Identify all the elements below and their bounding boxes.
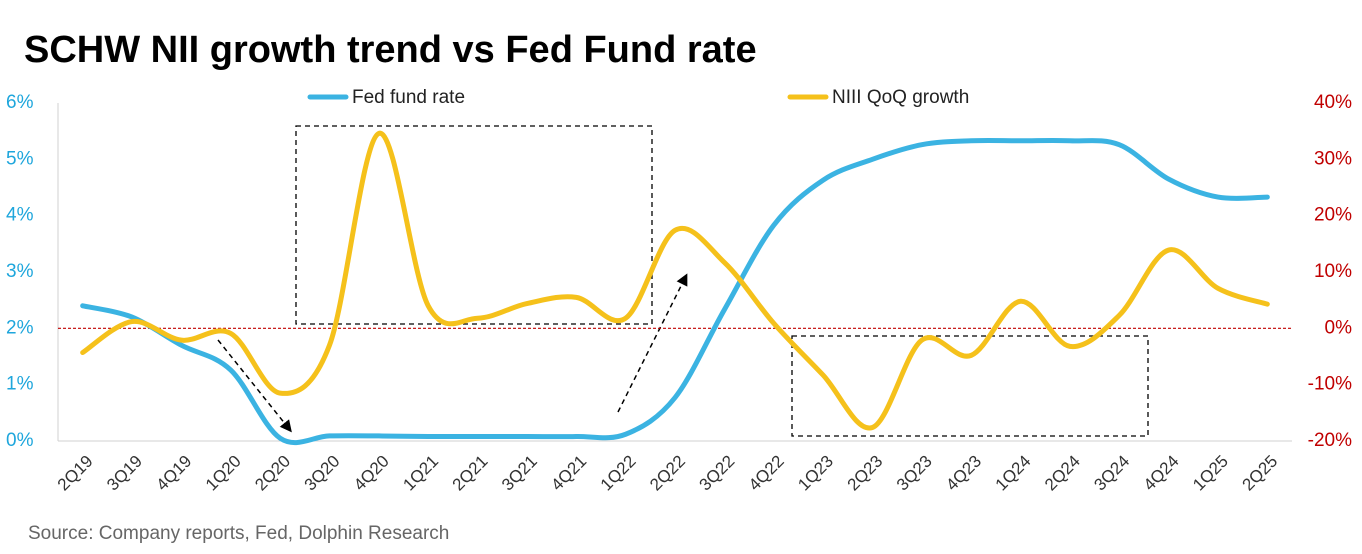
x-tick-label: 4Q24 [1140, 452, 1183, 495]
legend-label: Fed fund rate [352, 87, 465, 108]
x-tick-label: 1Q25 [1189, 452, 1232, 495]
x-tick-label: 1Q23 [794, 452, 837, 495]
y-tick-label: 3% [6, 261, 34, 282]
x-tick-label: 3Q24 [1090, 452, 1133, 495]
y-tick-label: 1% [6, 374, 34, 395]
legend-label: NIII QoQ growth [832, 87, 969, 108]
x-tick-label: 1Q21 [399, 452, 442, 495]
x-tick-label: 4Q19 [153, 452, 196, 495]
y2-tick-label: 30% [1314, 148, 1352, 169]
y2-tick-label: -20% [1308, 430, 1352, 451]
y-tick-label: 5% [6, 148, 34, 169]
y-tick-label: 2% [6, 317, 34, 338]
x-tick-label: 4Q23 [942, 452, 985, 495]
series-line [80, 137, 1270, 446]
x-tick-label: 3Q20 [301, 452, 344, 495]
y-tick-label: 4% [6, 205, 34, 226]
x-tick-label: 4Q20 [350, 452, 393, 495]
y-tick-label: 6% [6, 92, 34, 113]
x-tick-label: 4Q21 [547, 452, 590, 495]
y-tick-label: 0% [6, 430, 34, 451]
series-line [80, 130, 1270, 431]
x-tick-label: 2Q25 [1238, 452, 1281, 495]
x-tick-label: 3Q23 [893, 452, 936, 495]
y2-tick-label: 0% [1325, 317, 1353, 338]
x-tick-label: 3Q22 [696, 452, 739, 495]
source-note: Source: Company reports, Fed, Dolphin Re… [28, 523, 449, 544]
y2-tick-label: -10% [1308, 374, 1352, 395]
x-tick-label: 2Q21 [449, 452, 492, 495]
x-tick-label: 2Q23 [844, 452, 887, 495]
y2-tick-label: 20% [1314, 205, 1352, 226]
x-tick-label: 3Q19 [103, 452, 146, 495]
highlight-box [295, 125, 653, 325]
x-tick-label: 1Q24 [992, 452, 1035, 495]
x-tick-label: 2Q24 [1041, 452, 1084, 495]
x-tick-label: 1Q22 [597, 452, 640, 495]
x-tick-label: 2Q22 [646, 452, 689, 495]
x-tick-label: 2Q19 [54, 452, 97, 495]
x-tick-label: 2Q20 [251, 452, 294, 495]
y2-tick-label: 10% [1314, 261, 1352, 282]
x-tick-label: 1Q20 [202, 452, 245, 495]
arrow [617, 273, 688, 413]
arrow [217, 339, 292, 433]
x-tick-label: 3Q21 [498, 452, 541, 495]
y2-tick-label: 40% [1314, 92, 1352, 113]
chart-title: SCHW NII growth trend vs Fed Fund rate [24, 29, 757, 71]
highlight-box [791, 335, 1149, 437]
x-tick-label: 4Q22 [745, 452, 788, 495]
